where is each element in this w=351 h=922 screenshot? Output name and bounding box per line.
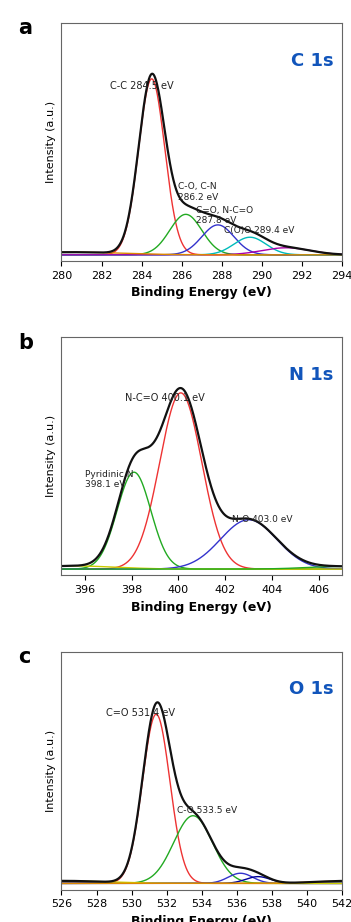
Y-axis label: Intensity (a.u.): Intensity (a.u.) <box>46 101 56 183</box>
Text: a: a <box>18 18 32 39</box>
Text: O 1s: O 1s <box>289 680 334 698</box>
Text: N-O 403.0 eV: N-O 403.0 eV <box>232 514 293 524</box>
Text: C 1s: C 1s <box>291 52 334 70</box>
Text: C(O)O 289.4 eV: C(O)O 289.4 eV <box>224 226 294 235</box>
Text: C-O, C-N
286.2 eV: C-O, C-N 286.2 eV <box>178 183 218 202</box>
X-axis label: Binding Energy (eV): Binding Energy (eV) <box>131 915 272 922</box>
Text: c: c <box>18 647 30 667</box>
Text: C-O 533.5 eV: C-O 533.5 eV <box>177 806 237 814</box>
Text: N-C=O 400.1 eV: N-C=O 400.1 eV <box>125 394 204 404</box>
Text: C=O, N-C=O
287.8 eV: C=O, N-C=O 287.8 eV <box>196 206 253 225</box>
X-axis label: Binding Energy (eV): Binding Energy (eV) <box>131 601 272 614</box>
Text: C=O 531.4 eV: C=O 531.4 eV <box>106 708 175 717</box>
Text: C-C 284.5 eV: C-C 284.5 eV <box>110 81 173 91</box>
Text: N 1s: N 1s <box>290 366 334 384</box>
Text: Pyridinic N
398.1 eV: Pyridinic N 398.1 eV <box>85 469 133 489</box>
Text: b: b <box>18 333 33 352</box>
X-axis label: Binding Energy (eV): Binding Energy (eV) <box>131 287 272 300</box>
Y-axis label: Intensity (a.u.): Intensity (a.u.) <box>46 415 56 498</box>
Y-axis label: Intensity (a.u.): Intensity (a.u.) <box>46 729 56 811</box>
